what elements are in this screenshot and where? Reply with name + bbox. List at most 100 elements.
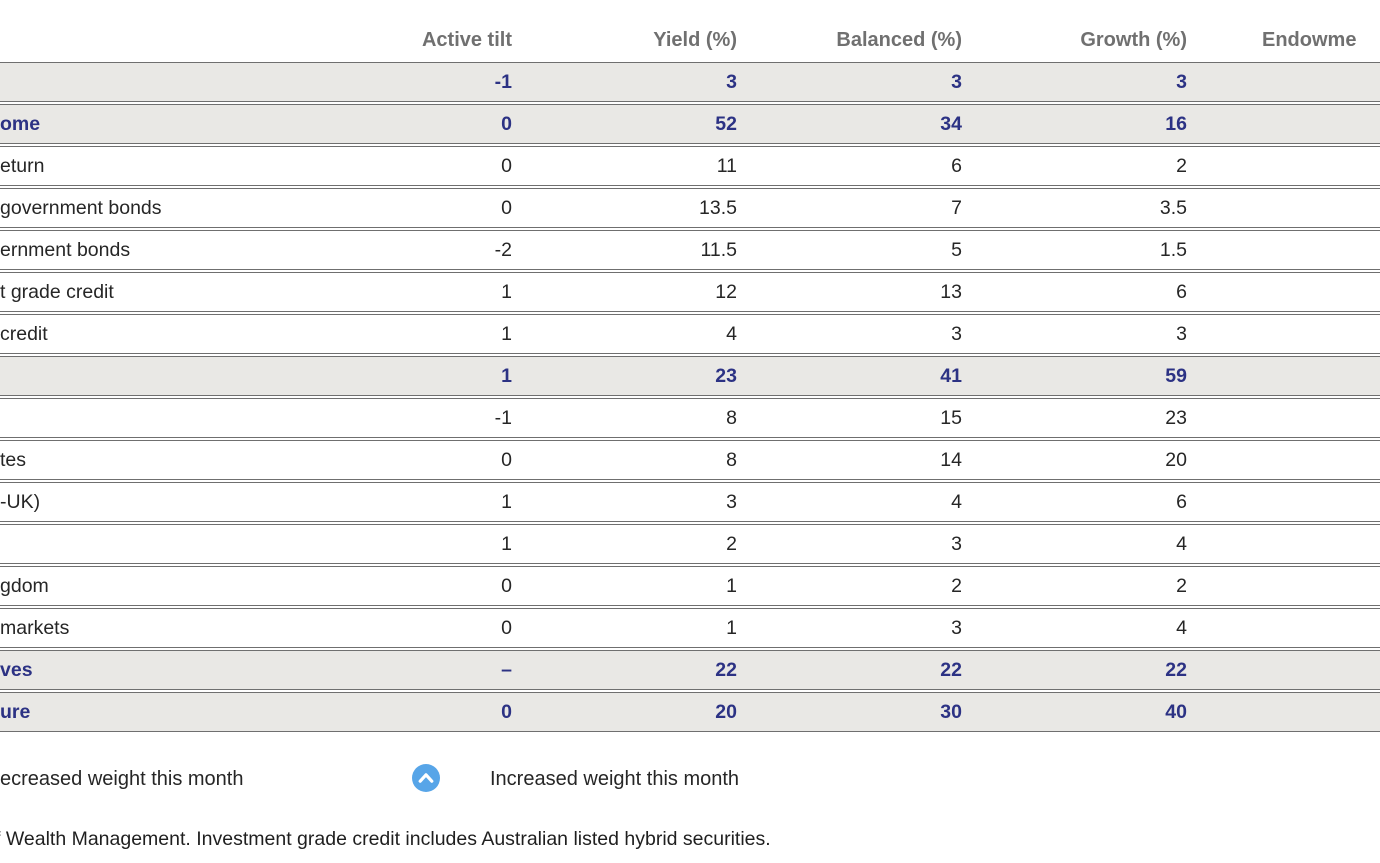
table-header-row: Active tilt Yield (%) Balanced (%) Growt… [0, 2, 1380, 60]
cell-value: 59 [965, 356, 1190, 396]
cell-value: 6 [740, 146, 965, 186]
cell-value: 3 [740, 524, 965, 564]
table-row: ves –22 22 22 [0, 650, 1380, 690]
cell-value: -1 [390, 398, 515, 438]
footnote: f Wealth Management. Investment grade cr… [0, 828, 771, 850]
cell-endowment-value [1190, 398, 1380, 438]
row-label: government bonds [0, 188, 390, 228]
cell-endowment-value [1190, 62, 1380, 102]
column-header-active-tilt: Active tilt [421, 29, 512, 51]
table-body: -1 3 3 3 ome 0 52 34 16 eturn 0 11 6 2 government bond… [0, 62, 1380, 732]
cell-value: 8 [515, 440, 740, 480]
cell-value: 2 [515, 524, 740, 564]
cell-value: 3 [965, 62, 1190, 102]
cell-value: 1 [515, 566, 740, 606]
table-row: eturn 0 11 6 2 [0, 146, 1380, 186]
table-row: tes 0 8 14 20 [0, 440, 1380, 480]
table-row: gdom 0 1 2 2 [0, 566, 1380, 606]
asset-allocation-table: Active tilt Yield (%) Balanced (%) Growt… [0, 2, 1380, 732]
row-label: -UK) [0, 482, 390, 522]
table-row: ure 0 20 30 40 [0, 692, 1380, 732]
cell-endowment-value [1190, 146, 1380, 186]
cell-value: 3.5 [965, 188, 1190, 228]
cell-value: 0 [390, 146, 515, 186]
cell-value: – [390, 650, 515, 690]
column-header-endowment: Endowme [1262, 29, 1357, 51]
cell-value: 20 [965, 440, 1190, 480]
cell-value: 4 [740, 482, 965, 522]
column-header-asset-class [0, 2, 390, 60]
cell-value: 1 [390, 524, 515, 564]
table-row: -1 8 15 23 [0, 398, 1380, 438]
cell-endowment-value [1190, 356, 1380, 396]
cell-value: 22 [965, 650, 1190, 690]
cell-endowment-value [1190, 440, 1380, 480]
cell-value: 0 [390, 104, 515, 144]
cell-endowment-value [1190, 608, 1380, 648]
cell-value: 2 [740, 566, 965, 606]
row-label [0, 398, 390, 438]
cell-endowment-value [1190, 230, 1380, 270]
row-label: gdom [0, 566, 390, 606]
chevron-up-circle-icon [412, 764, 440, 792]
cell-value: 22 [515, 650, 740, 690]
cell-value: 40 [965, 692, 1190, 732]
row-label: ome [0, 104, 390, 144]
cell-value: 1 [390, 356, 515, 396]
cell-value: 0 [390, 440, 515, 480]
row-label [0, 62, 390, 102]
cell-value: 1 [515, 608, 740, 648]
table-row: government bonds 0 13.5 7 3.5 [0, 188, 1380, 228]
cell-value: 22 [740, 650, 965, 690]
row-label: ernment bonds [0, 230, 390, 270]
cell-value: 16 [965, 104, 1190, 144]
cell-endowment-value [1190, 650, 1380, 690]
table-row: ernment bonds -2 11.5 5 1.5 [0, 230, 1380, 270]
cell-value: 34 [740, 104, 965, 144]
cell-value: 20 [515, 692, 740, 732]
cell-value: 41 [740, 356, 965, 396]
cell-value: 4 [515, 314, 740, 354]
cell-value: 3 [740, 608, 965, 648]
cell-value: 3 [515, 482, 740, 522]
row-label: credit [0, 314, 390, 354]
cell-endowment-value [1190, 566, 1380, 606]
table-row: markets 0 1 3 4 [0, 608, 1380, 648]
cell-value: 3 [965, 314, 1190, 354]
cell-value: 8 [515, 398, 740, 438]
cell-value: 6 [965, 482, 1190, 522]
cell-endowment-value [1190, 692, 1380, 732]
cell-value: 4 [965, 608, 1190, 648]
row-label: markets [0, 608, 390, 648]
cell-value: 2 [965, 146, 1190, 186]
cell-endowment-value [1190, 188, 1380, 228]
cell-value: 5 [740, 230, 965, 270]
row-label [0, 356, 390, 396]
row-label [0, 524, 390, 564]
cell-value: 7 [740, 188, 965, 228]
cell-value: 0 [390, 188, 515, 228]
cell-value: 52 [515, 104, 740, 144]
cell-value: 1 [390, 482, 515, 522]
decreased-weight-label: ecreased weight this month [0, 768, 244, 790]
cell-value: 1 [390, 314, 515, 354]
column-header-growth: Growth (%) [1080, 29, 1187, 51]
cell-value: 0 [390, 566, 515, 606]
cell-value: -1 [390, 62, 515, 102]
table-row: t grade credit 1 12 13 6 [0, 272, 1380, 312]
row-label: ves [0, 650, 390, 690]
cell-endowment-value [1190, 524, 1380, 564]
cell-value: 1.5 [965, 230, 1190, 270]
column-header-balanced: Balanced (%) [836, 29, 962, 51]
row-label: ure [0, 692, 390, 732]
cell-value: 14 [740, 440, 965, 480]
cell-endowment-value [1190, 272, 1380, 312]
cell-value: 0 [390, 608, 515, 648]
increased-weight-label: Increased weight this month [490, 768, 740, 790]
cell-value: 23 [965, 398, 1190, 438]
cell-value: 11 [515, 146, 740, 186]
cell-value: 15 [740, 398, 965, 438]
table-row: -1 3 3 3 [0, 62, 1380, 102]
